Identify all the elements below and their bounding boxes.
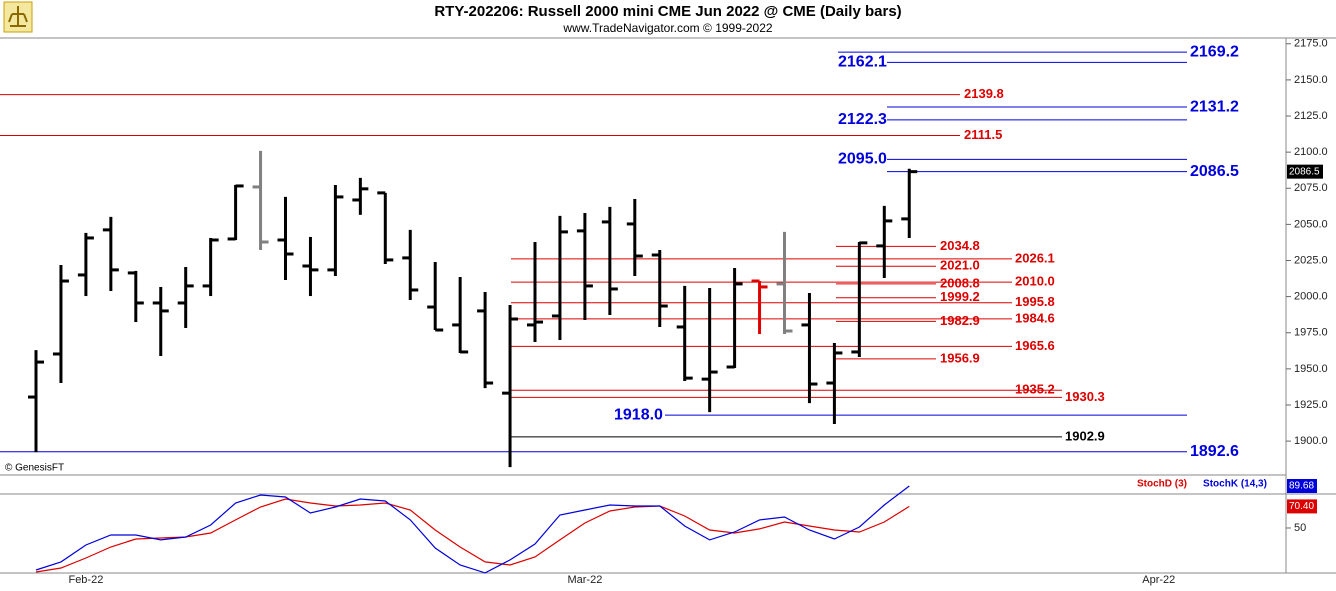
last-value-box [1287,479,1317,494]
level-label: 1902.9 [1065,428,1105,443]
level-label: 1984.6 [1015,310,1055,325]
level-label: 2169.2 [1190,43,1239,60]
y-tick-label: 2050.0 [1294,218,1328,230]
level-label: 1930.3 [1065,389,1105,404]
logo [3,1,33,33]
last-value-label: 89.68 [1289,481,1314,492]
level-label: 1956.9 [940,350,980,365]
y-tick-label: 2150.0 [1294,74,1328,86]
level-label: 1918.0 [614,406,663,423]
source-note: © GenesisFT [5,463,64,474]
y-tick-label: 1950.0 [1294,363,1328,375]
last-value-label: 70.40 [1289,501,1314,512]
legend-entry: StochK (14,3) [1203,479,1267,490]
last-price-box [1287,164,1323,179]
level-label: 2010.0 [1015,274,1055,289]
y-tick-label: 2125.0 [1294,110,1328,122]
y-tick-label: 1925.0 [1294,399,1328,411]
y-tick-label: 2000.0 [1294,291,1328,303]
level-label: 1892.6 [1190,443,1239,460]
y-tick-label: 2075.0 [1294,182,1328,194]
y-tick-label: 2175.0 [1294,38,1328,50]
frame [0,37,1336,574]
x-tick-label: Feb-22 [68,574,103,586]
level-label: 2021.0 [940,258,980,273]
last-value-box [1287,499,1317,514]
y-tick-label: 1975.0 [1294,327,1328,339]
level-label: 1935.2 [1015,382,1055,397]
level-label: 1999.2 [940,289,980,304]
level-label: 1965.6 [1015,338,1055,353]
level-label: 2086.5 [1190,163,1239,180]
level-label: 1982.9 [940,313,980,328]
stoch-line [35,485,910,574]
level-label: 2162.1 [838,54,887,71]
chart-subtitle: www.TradeNavigator.com © 1999-2022 [562,21,772,35]
legend-entry: StochD (3) [1137,479,1187,490]
level-label: 2026.1 [1015,250,1055,265]
level-label: 2131.2 [1190,98,1239,115]
last-price-label: 2086.5 [1289,166,1320,177]
y-tick-label: 2025.0 [1294,254,1328,266]
level-label: 1995.8 [1015,294,1055,309]
level-label: 2008.8 [940,275,980,290]
level-label: 2122.3 [838,111,887,128]
level-label: 2095.0 [838,151,887,168]
level-label: 2139.8 [964,86,1004,101]
x-tick-label: Apr-22 [1142,574,1175,586]
chart-title: RTY-202206: Russell 2000 mini CME Jun 20… [434,3,901,20]
y-tick-label: 2100.0 [1294,146,1328,158]
y-tick-label: 50 [1294,522,1306,534]
y-tick-label: 1900.0 [1294,435,1328,447]
x-tick-label: Mar-22 [567,574,602,586]
level-label: 2111.5 [964,127,1002,142]
level-label: 2034.8 [940,238,980,253]
